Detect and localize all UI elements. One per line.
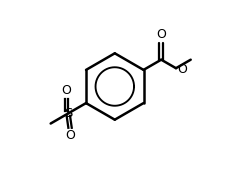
Text: S: S (64, 107, 72, 120)
Text: O: O (65, 129, 75, 143)
Text: O: O (62, 84, 72, 97)
Text: O: O (156, 28, 166, 41)
Text: O: O (177, 63, 187, 76)
